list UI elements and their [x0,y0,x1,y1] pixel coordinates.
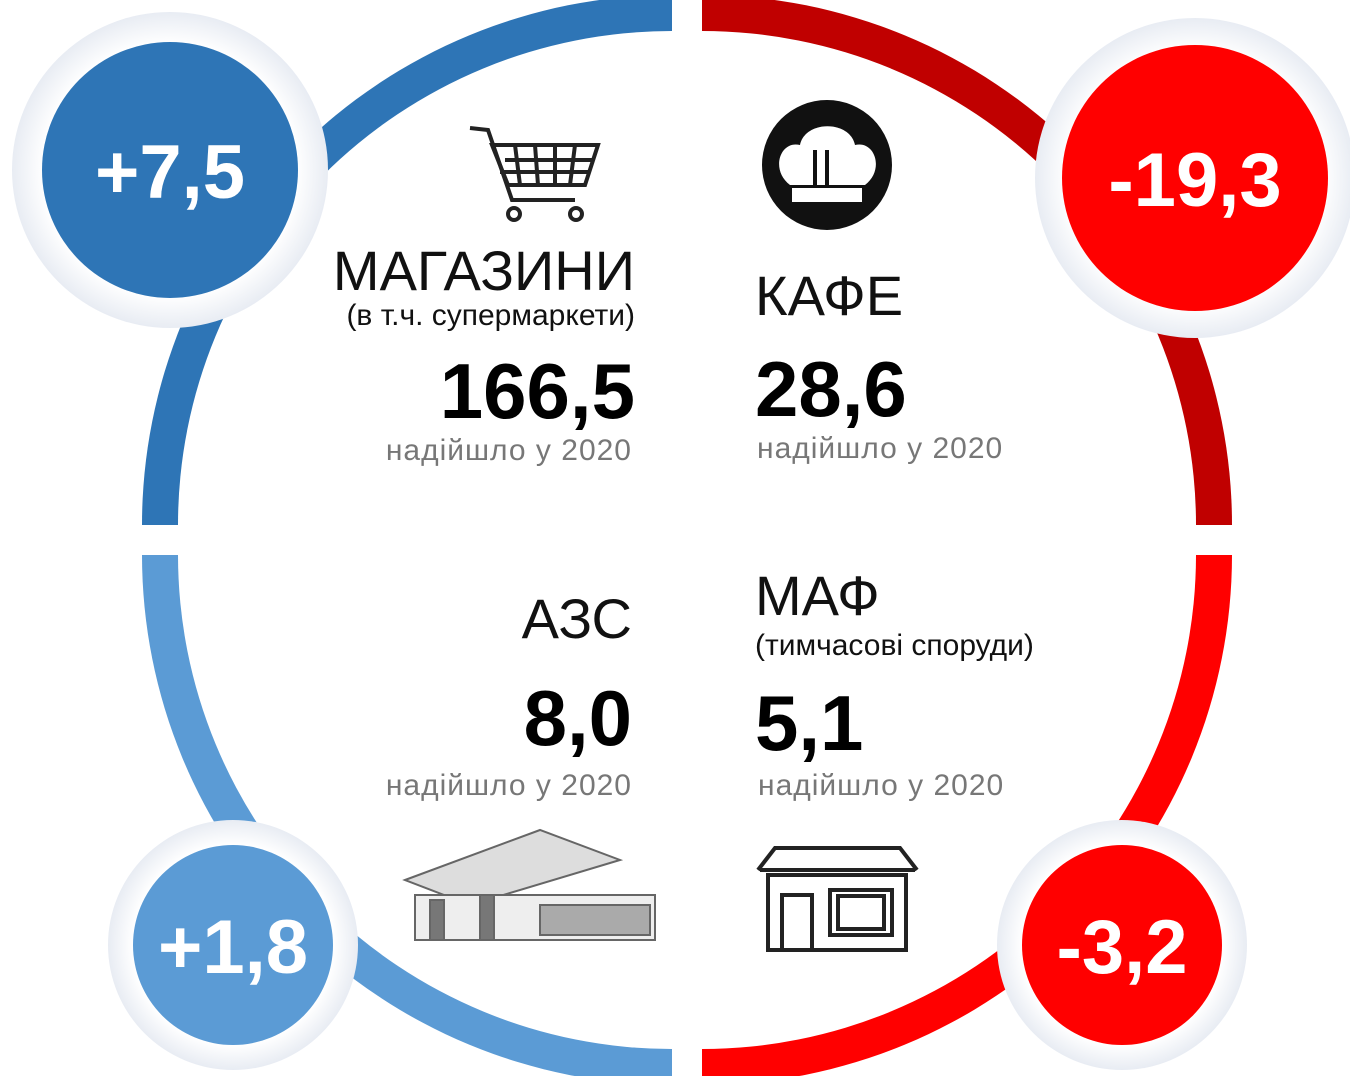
label: МАГАЗИНИ [333,239,635,302]
note: надійшло у 2020 [757,432,1003,465]
value: 28,6 [755,345,907,433]
badge: +7,5 [12,12,328,328]
label: МАФ [755,564,880,627]
gas-station-icon [402,828,656,941]
badge: -3,2 [997,820,1247,1070]
change: -3,2 [1057,905,1188,990]
note: надійшло у 2020 [758,769,1004,802]
value: 8,0 [524,674,632,762]
label: АЗС [522,587,632,650]
value: 5,1 [755,679,863,767]
quadrant-shops [142,0,672,525]
change: +7,5 [95,130,245,215]
value: 166,5 [440,347,635,435]
chef-icon [762,100,892,230]
sublabel: (тимчасові споруди) [755,629,1034,662]
badge: +1,8 [108,820,358,1070]
change: +1,8 [158,905,308,990]
badge: -19,3 [1035,18,1350,338]
sublabel: (в т.ч. супермаркети) [346,299,635,332]
quadrant-kiosk [702,555,1232,1076]
cart-icon [469,126,601,222]
note: надійшло у 2020 [386,434,632,467]
kiosk-icon [756,846,919,952]
label: КАФЕ [755,264,903,327]
change: -19,3 [1108,138,1281,223]
note: надійшло у 2020 [386,769,632,802]
